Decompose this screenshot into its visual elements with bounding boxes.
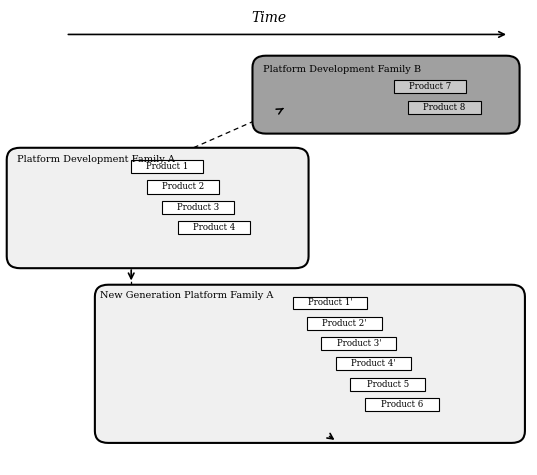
Text: Product 4: Product 4 <box>193 223 235 232</box>
Text: Platform Development Family A: Platform Development Family A <box>17 154 175 163</box>
FancyBboxPatch shape <box>162 200 234 214</box>
FancyBboxPatch shape <box>336 358 411 370</box>
Text: Product 6: Product 6 <box>381 400 423 409</box>
FancyBboxPatch shape <box>7 148 309 268</box>
FancyBboxPatch shape <box>147 180 219 194</box>
FancyBboxPatch shape <box>178 221 250 234</box>
Text: Product 8: Product 8 <box>423 103 466 112</box>
Text: Product 2': Product 2' <box>322 319 367 328</box>
Text: Product 7: Product 7 <box>409 82 451 91</box>
Text: Product 1: Product 1 <box>146 162 188 171</box>
FancyBboxPatch shape <box>394 80 466 93</box>
FancyBboxPatch shape <box>293 296 367 309</box>
FancyBboxPatch shape <box>252 56 520 133</box>
FancyBboxPatch shape <box>307 317 382 330</box>
Text: Product 2: Product 2 <box>162 182 204 191</box>
FancyBboxPatch shape <box>321 337 396 350</box>
Text: Platform Development Family B: Platform Development Family B <box>263 65 422 74</box>
FancyBboxPatch shape <box>131 160 204 173</box>
Text: Time: Time <box>251 11 286 25</box>
Text: Product 4': Product 4' <box>351 359 396 368</box>
Text: Product 1': Product 1' <box>308 298 352 307</box>
FancyBboxPatch shape <box>350 378 425 390</box>
Text: Product 5: Product 5 <box>367 380 409 389</box>
FancyBboxPatch shape <box>365 398 439 411</box>
FancyBboxPatch shape <box>95 285 525 443</box>
Text: Product 3': Product 3' <box>337 339 381 348</box>
FancyBboxPatch shape <box>409 101 481 114</box>
Text: Product 3: Product 3 <box>177 203 219 212</box>
Text: New Generation Platform Family A: New Generation Platform Family A <box>100 291 273 300</box>
